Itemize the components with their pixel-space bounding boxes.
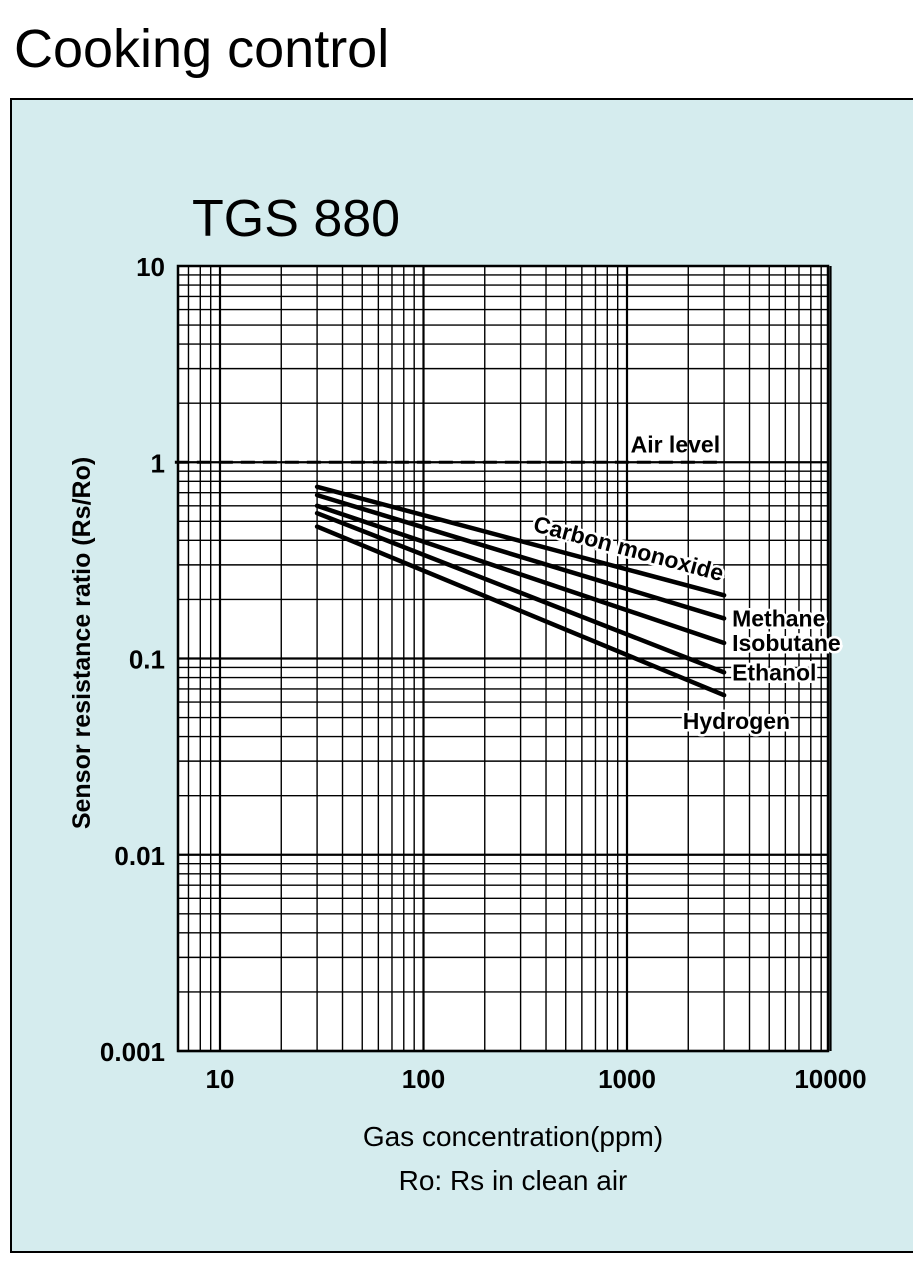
slide-title: Cooking control bbox=[14, 19, 390, 79]
y-tick-label: 0.01 bbox=[114, 841, 165, 871]
chart-title: TGS 880 bbox=[192, 190, 400, 248]
y-tick-labels: 0.001 0.01 0.1 1 10 bbox=[100, 252, 165, 1067]
series-line-methane bbox=[314, 492, 727, 621]
series-line-ethanol bbox=[314, 510, 727, 675]
y-tick-label: 1 bbox=[151, 448, 165, 478]
grid bbox=[178, 266, 832, 1053]
series-line-carbon-monoxide bbox=[314, 484, 727, 598]
series-label-ethanol: Ethanol bbox=[732, 659, 816, 685]
x-tick-label: 1000 bbox=[598, 1064, 656, 1094]
series-lines bbox=[314, 484, 727, 698]
series-line-hydrogen bbox=[314, 524, 727, 698]
air-level-label: Air level bbox=[631, 431, 721, 457]
y-tick-label: 0.1 bbox=[129, 645, 165, 675]
x-axis-note: Ro: Rs in clean air bbox=[399, 1165, 628, 1196]
y-tick-label: 10 bbox=[136, 252, 165, 282]
x-tick-label: 10 bbox=[206, 1064, 235, 1094]
series-label-methane: Methane bbox=[732, 605, 825, 631]
series-label-isobutane: Isobutane bbox=[732, 630, 841, 656]
series-line-isobutane bbox=[314, 503, 727, 646]
plot-frame bbox=[176, 264, 830, 1053]
x-axis-label: Gas concentration(ppm) bbox=[363, 1121, 663, 1152]
x-tick-label: 100 bbox=[402, 1064, 445, 1094]
y-tick-label: 0.001 bbox=[100, 1037, 165, 1067]
x-tick-labels: 10 100 1000 10000 bbox=[206, 1064, 867, 1094]
series-label-hydrogen: Hydrogen bbox=[683, 708, 790, 734]
x-tick-label: 10000 bbox=[794, 1064, 866, 1094]
y-axis-label: Sensor resistance ratio (Rs/Ro) bbox=[68, 457, 96, 829]
